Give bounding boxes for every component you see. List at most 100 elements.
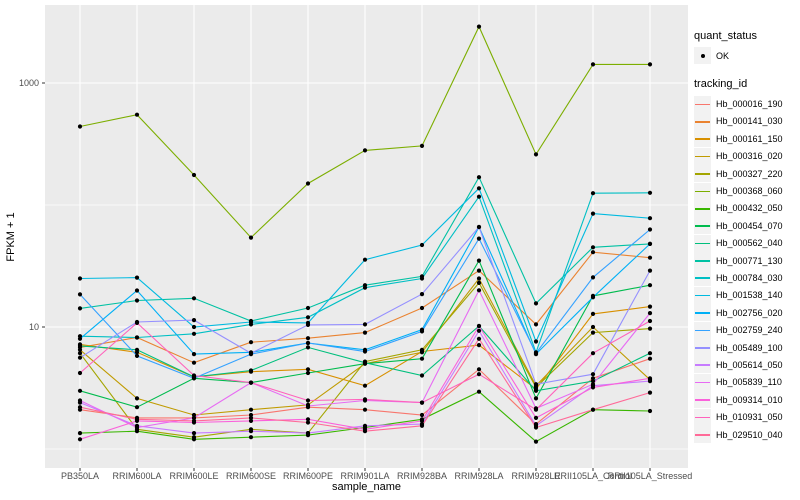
- data-point-Hb_010931_050: [419, 400, 425, 405]
- data-point-Hb_005489_100: [191, 318, 197, 323]
- data-point-Hb_005839_110: [590, 382, 596, 387]
- legend-color-line: [695, 103, 710, 106]
- data-point-Hb_000784_030: [647, 190, 653, 195]
- data-point-Hb_000368_060: [476, 24, 482, 29]
- data-point-Hb_000141_030: [419, 305, 425, 311]
- data-point-Hb_010931_050: [77, 370, 83, 376]
- data-point-Hb_000368_060: [590, 62, 596, 67]
- legend-key-box: [694, 47, 711, 65]
- data-point-Hb_009314_010: [533, 415, 539, 420]
- legend-item-label: Hb_010931_050: [716, 412, 783, 423]
- data-point-Hb_000454_070: [134, 405, 140, 410]
- data-point-Hb_000784_030: [362, 285, 368, 290]
- data-point-Hb_001538_140: [77, 276, 83, 281]
- legend-color-line: [695, 329, 710, 332]
- data-point-Hb_010931_050: [305, 398, 311, 403]
- data-point-Hb_000771_130: [305, 305, 311, 311]
- data-point-Hb_000368_060: [419, 143, 425, 148]
- data-point-Hb_000562_040: [362, 360, 368, 365]
- data-point-Hb_005489_100: [533, 382, 539, 387]
- legend-item-label: Hb_000454_070: [716, 220, 783, 231]
- data-point-Hb_000016_190: [647, 356, 653, 361]
- legend-item-label: Hb_005839_110: [716, 377, 782, 388]
- data-point-Hb_005489_100: [362, 322, 368, 327]
- data-point-Hb_005489_100: [248, 351, 254, 356]
- data-point-Hb_029510_040: [77, 405, 83, 410]
- data-point-Hb_001538_140: [533, 339, 539, 344]
- legend-key-box: [694, 217, 711, 235]
- data-point-Hb_000161_150: [362, 383, 368, 388]
- data-point-Hb_000161_150: [590, 311, 596, 316]
- legend-color-line: [695, 242, 710, 245]
- data-point-Hb_002759_240: [419, 329, 425, 334]
- data-point-Hb_000316_020: [77, 347, 83, 352]
- data-point-Hb_002759_240: [533, 351, 539, 356]
- legend-key-box: [694, 304, 711, 322]
- data-point-Hb_000016_190: [419, 412, 425, 418]
- data-point-Hb_002759_240: [305, 340, 311, 346]
- legend-color-line: [695, 399, 710, 401]
- data-point-Hb_009314_010: [248, 418, 254, 423]
- x-tick-label: RRIM600LE: [169, 471, 219, 481]
- data-point-Hb_009314_010: [590, 385, 596, 390]
- x-tick-label: RRIM600SE: [225, 471, 277, 481]
- legend-item-label: Hb_000562_040: [716, 238, 783, 249]
- data-point-Hb_000784_030: [476, 194, 482, 199]
- data-point-Hb_000562_040: [305, 345, 311, 350]
- data-point-Hb_000432_050: [647, 408, 653, 414]
- data-point-Hb_000141_030: [647, 255, 653, 260]
- data-point-Hb_000327_220: [647, 326, 653, 331]
- legend-item-Hb_000454_070: Hb_000454_070: [694, 217, 800, 235]
- legend-color-line: [695, 347, 710, 349]
- data-point-Hb_000784_030: [191, 331, 197, 336]
- data-point-Hb_000327_220: [77, 351, 83, 356]
- data-point-Hb_000327_220: [419, 347, 425, 352]
- data-point-Hb_010931_050: [533, 407, 539, 412]
- x-axis-title: sample_name: [331, 481, 402, 493]
- data-point-Hb_000432_050: [476, 389, 482, 394]
- legend-color-line: [695, 207, 710, 210]
- data-point-Hb_000562_040: [419, 373, 425, 378]
- data-point-Hb_000316_020: [134, 396, 140, 401]
- data-point-Hb_000454_070: [647, 283, 653, 288]
- data-point-Hb_010931_050: [590, 351, 596, 356]
- legend-color-line: [695, 364, 710, 367]
- data-point-Hb_000368_060: [305, 181, 311, 186]
- data-point-Hb_005489_100: [419, 292, 425, 297]
- data-point-Hb_002756_020: [134, 288, 140, 293]
- data-point-Hb_000432_050: [77, 431, 83, 436]
- legend-item-Hb_002759_240: Hb_002759_240: [694, 321, 800, 339]
- legend-key-box: [694, 391, 711, 409]
- legend-color-line: [695, 277, 710, 280]
- legend-item-Hb_000784_030: Hb_000784_030: [694, 269, 800, 287]
- data-point-Hb_002759_240: [362, 349, 368, 354]
- x-tick-label: RRIM600PE: [282, 471, 334, 481]
- legend-item-Hb_000368_060: Hb_000368_060: [694, 182, 800, 200]
- data-point-Hb_000784_030: [134, 335, 140, 340]
- data-point-Hb_001538_140: [647, 216, 653, 221]
- data-point-Hb_010931_050: [134, 320, 140, 325]
- data-point-Hb_010931_050: [476, 372, 482, 377]
- data-point-Hb_001538_140: [419, 242, 425, 248]
- legend-item-Hb_000161_150: Hb_000161_150: [694, 130, 800, 148]
- data-point-Hb_000141_030: [590, 250, 596, 255]
- x-tick-label: RRIM928LA: [454, 471, 504, 481]
- data-point-Hb_005839_110: [191, 415, 197, 420]
- data-point-Hb_029510_040: [305, 420, 311, 425]
- data-point-Hb_000161_150: [305, 367, 311, 372]
- legend-title-quant-status: quant_status: [694, 30, 757, 42]
- legend-key-box: [694, 356, 711, 374]
- data-point-Hb_000368_060: [77, 124, 83, 129]
- legend-key-box: [694, 199, 711, 217]
- legend-item-label: Hb_000316_020: [716, 151, 783, 162]
- legend-item-label: Hb_000141_030: [716, 116, 783, 127]
- legend-key-box: [694, 130, 711, 148]
- data-point-Hb_005614_050: [305, 431, 311, 436]
- legend-key-box: [694, 408, 711, 426]
- data-point-Hb_000161_150: [476, 343, 482, 348]
- data-point-Hb_002756_020: [590, 295, 596, 300]
- data-point-Hb_000141_030: [533, 322, 539, 327]
- legend-color-line: [695, 312, 710, 314]
- data-point-Hb_000141_030: [305, 336, 311, 341]
